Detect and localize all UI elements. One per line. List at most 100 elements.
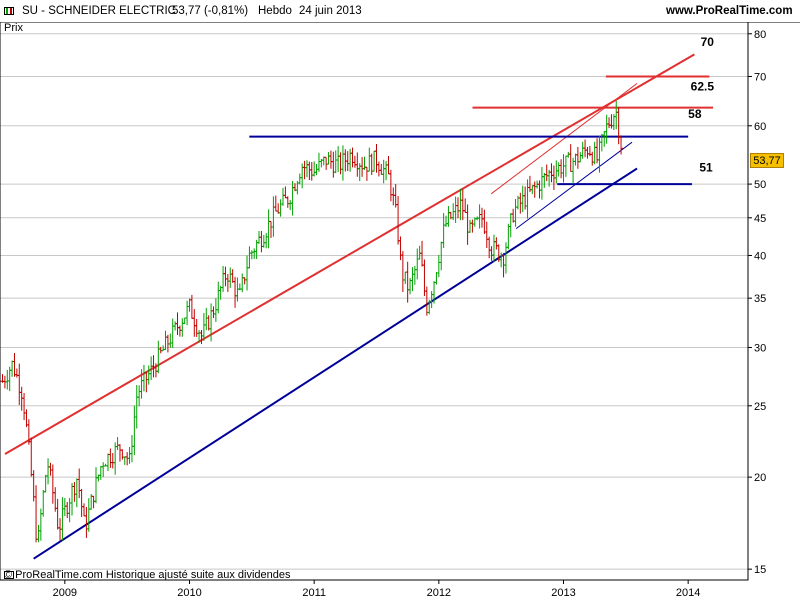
x-tick-label: 2009	[53, 587, 77, 599]
ohlc-bar	[619, 135, 624, 155]
ohlc-bar	[559, 159, 564, 179]
ohlc-bar	[41, 490, 46, 517]
ohlc-bar	[465, 204, 470, 245]
ohlc-bar	[98, 466, 103, 480]
ohlc-bar	[592, 141, 597, 165]
ohlc-bar	[84, 506, 89, 538]
trendlines	[4, 53, 714, 560]
ohlc-bar	[400, 251, 405, 292]
ohlc-bar	[398, 236, 403, 261]
ohlc-bar	[132, 405, 137, 456]
ohlc-bar	[590, 151, 595, 166]
candle-icon	[4, 7, 14, 15]
ohlc-bar	[34, 485, 39, 543]
ohlc-bar	[434, 272, 439, 285]
ohlc-bar	[36, 524, 41, 543]
ohlc-bar	[221, 265, 226, 292]
ohlc-bar	[173, 321, 178, 331]
ohlc-bar	[420, 240, 425, 267]
ohlc-bar	[91, 495, 96, 509]
ohlc-bar	[14, 368, 19, 378]
chart-header: SU - SCHNEIDER ELECTRIC 53,77 (-0,81%) H…	[0, 0, 800, 22]
y-tick-label: 80	[754, 29, 766, 41]
ohlc-bar	[563, 155, 568, 177]
ohlc-bar	[580, 141, 585, 159]
ohlc-bar	[388, 169, 393, 202]
x-tick-label: 2011	[302, 587, 326, 599]
ohlc-bar	[446, 205, 451, 227]
ohlc-bar	[539, 166, 544, 200]
ohlc-bar	[283, 186, 288, 199]
ohlc-bar	[105, 453, 110, 472]
ohlc-bar	[386, 156, 391, 175]
ohlc-bar	[201, 313, 206, 341]
ohlc-bar	[417, 245, 422, 260]
ohlc-bar	[161, 345, 166, 352]
ohlc-bar	[422, 259, 427, 296]
ohlc-bar	[5, 369, 10, 390]
ohlc-bar	[506, 223, 511, 250]
ohlc-bar	[62, 498, 67, 517]
ohlc-bar	[304, 160, 309, 178]
y-tick-label: 25	[754, 401, 766, 413]
ohlc-bar	[350, 147, 355, 168]
ohlc-bar	[549, 163, 554, 183]
ohlc-bar	[328, 150, 333, 169]
ohlc-bar	[340, 145, 345, 181]
ohlc-bar	[379, 164, 384, 175]
y-tick-label: 50	[754, 179, 766, 191]
ohlc-bar	[67, 497, 72, 523]
level-annotation: 51	[699, 161, 713, 175]
trendline-support-short	[515, 141, 633, 230]
ohlc-bar	[331, 151, 336, 178]
ohlc-bar	[271, 196, 276, 237]
ohlc-bar	[249, 250, 254, 260]
ohlc-bar	[144, 372, 149, 393]
ohlc-bar	[266, 209, 271, 249]
ohlc-bar	[484, 221, 489, 248]
ohlc-bar	[108, 448, 113, 468]
ohlc-bar	[453, 196, 458, 223]
ohlc-bar	[348, 148, 353, 172]
ohlc-bar	[79, 488, 84, 518]
quote-date: 24 juin 2013	[299, 5, 362, 17]
panel-label: Prix	[4, 22, 23, 34]
ohlc-bar	[60, 497, 65, 541]
ohlc-bar	[110, 453, 115, 469]
ohlc-bar	[467, 219, 472, 233]
ohlc-bar	[48, 462, 53, 476]
ohlc-bar	[508, 213, 513, 238]
ohlc-bar	[211, 306, 216, 319]
ohlc-bar	[117, 444, 122, 462]
ohlc-bar	[391, 187, 396, 206]
ohlc-bar	[187, 298, 192, 312]
ohlc-bar	[463, 198, 468, 213]
axes: 15 20 25 30 35 40 45 50 60 70 80 2009 2010 2011 2012 20…	[0, 21, 800, 599]
ohlc-bar	[242, 277, 247, 285]
ohlc-bar	[302, 160, 307, 180]
ohlc-bar	[129, 435, 134, 463]
ohlc-bar	[544, 164, 549, 182]
site-link[interactable]: www.ProRealTime.com	[666, 5, 793, 17]
ohlc-bar	[333, 150, 338, 174]
price-bars	[0, 100, 624, 543]
ohlc-bar	[396, 196, 401, 245]
ohlc-bar	[170, 318, 175, 349]
ohlc-bar	[542, 172, 547, 188]
ohlc-bar	[415, 248, 420, 280]
ohlc-bar	[278, 199, 283, 217]
ohlc-bar	[137, 385, 142, 407]
ohlc-bar	[312, 161, 317, 177]
trendline-resistance-short	[490, 83, 638, 195]
ohlc-bar	[216, 281, 221, 314]
symbol-title: SU - SCHNEIDER ELECTRIC	[22, 5, 176, 17]
ohlc-bar	[372, 150, 377, 172]
ohlc-bar	[491, 234, 496, 262]
ohlc-bar	[70, 483, 75, 516]
ohlc-bar	[22, 392, 27, 421]
ohlc-bar	[29, 437, 34, 477]
grid-lines	[0, 33, 748, 570]
ohlc-bar	[225, 273, 230, 292]
ohlc-bar	[72, 481, 77, 502]
ohlc-bar	[405, 261, 410, 303]
